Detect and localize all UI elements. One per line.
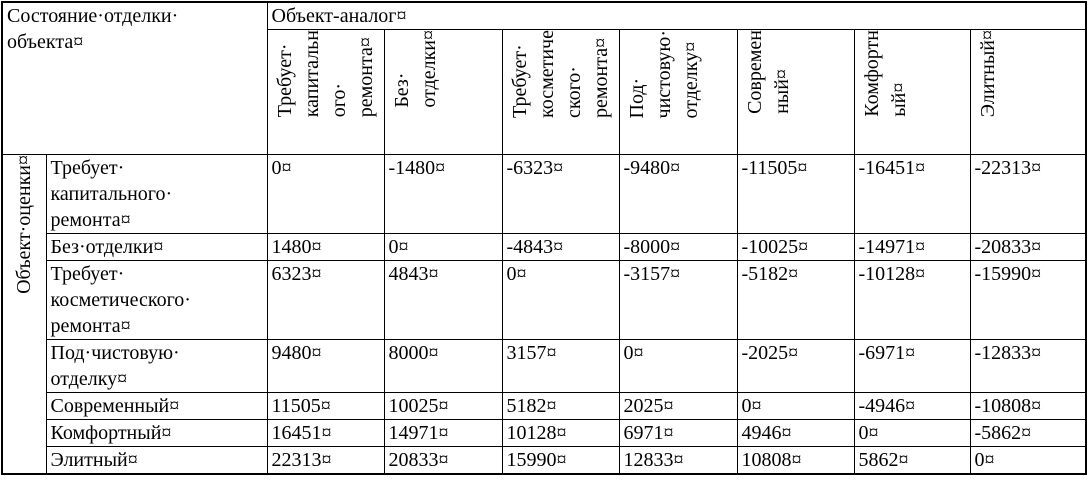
data-cell: -14971¤ [853,233,971,261]
table-row: Элитный¤ 22313¤ 20833¤ 15990¤ 12833¤ 108… [2,446,1087,475]
table-row: Объект·оценки¤ Требует· капитального· ре… [1,154,1087,475]
group-header-label: Объект-аналог¤ [271,5,407,27]
col-header-cell: Требует· косметиче ского· ремонта¤ [501,29,620,155]
data-cell: 4946¤ [736,419,855,447]
data-cell: -6323¤ [501,154,620,234]
data-cell: 5862¤ [853,446,971,475]
data-cell: -10128¤ [853,260,971,340]
data-cell: 14971¤ [383,419,503,447]
row-label: Требует· капитального· ремонта¤ [45,154,268,234]
data-cell: -4843¤ [501,233,620,261]
data-cell: -15990¤ [969,260,1087,340]
data-cell: 15990¤ [501,446,620,475]
table-row: Комфортный¤ 16451¤ 14971¤ 10128¤ 6971¤ 4… [2,419,1087,447]
row-label: Комфортный¤ [45,419,268,447]
data-cell: 20833¤ [383,446,503,475]
col-header-cell: Современ ный¤ [736,29,855,155]
data-cell: 10808¤ [736,446,855,475]
col-header-label: Комфортн ый¤ [860,30,910,117]
data-cell: 11505¤ [266,392,385,420]
data-cell: 3157¤ [501,339,620,393]
col-header-cell: Требует· капитальн ого· ремонта¤ [266,29,385,155]
data-cell: -1480¤ [383,154,503,234]
header-row-columns: Требует· капитальн ого· ремонта¤ Без· от… [2,29,1087,155]
data-cell: -5182¤ [736,260,855,340]
data-cell: 8000¤ [383,339,503,393]
row-label: Под·чистовую· отделку¤ [45,339,268,393]
data-cell: 0¤ [853,419,971,447]
data-cell: 0¤ [383,233,503,261]
data-cell: 0¤ [736,392,855,420]
data-cell: -22313¤ [969,154,1087,234]
table-row: Без·отделки¤ 1480¤ 0¤ -4843¤ -8000¤ -100… [2,233,1087,261]
data-cell: 6971¤ [618,419,738,447]
data-cell: 9480¤ [266,339,385,393]
data-cell: 6323¤ [266,260,385,340]
data-cell: -6971¤ [853,339,971,393]
col-header-label: Требует· косметиче ского· ремонта¤ [508,30,612,119]
data-cell: 2025¤ [618,392,738,420]
side-label: Объект·оценки¤ [12,155,35,294]
data-cell: 22313¤ [266,446,385,475]
data-cell: -10025¤ [736,233,855,261]
table-row: Современный¤ 11505¤ 10025¤ 5182¤ 2025¤ 0… [2,392,1087,420]
data-cell: 1480¤ [266,233,385,261]
data-cell: -4946¤ [853,392,971,420]
data-cell: -10808¤ [969,392,1087,420]
corner-cell: Состояние·отделки· объекта¤ [1,1,268,155]
data-cell: -2025¤ [736,339,855,393]
data-cell: -9480¤ [618,154,738,234]
row-label: Требует· косметического· ремонта¤ [45,260,268,340]
header-row-group: Состояние·отделки· объекта¤ Объект-анало… [1,1,1087,155]
data-cell: -16451¤ [853,154,971,234]
data-cell: 16451¤ [266,419,385,447]
data-cell: -8000¤ [618,233,738,261]
data-cell: 0¤ [501,260,620,340]
data-cell: 5182¤ [501,392,620,420]
data-cell: 0¤ [969,446,1087,475]
data-cell: 10025¤ [383,392,503,420]
data-cell: 0¤ [618,339,738,393]
row-label: Элитный¤ [45,446,268,475]
side-label-cell: Объект·оценки¤ [1,154,47,475]
data-cell: -3157¤ [618,260,738,340]
table-row: Под·чистовую· отделку¤ 9480¤ 8000¤ 3157¤… [2,339,1087,393]
col-header-label: Требует· капитальн ого· ремонта¤ [273,30,377,118]
data-cell: 12833¤ [618,446,738,475]
col-header-cell: Без· отделки¤ [383,29,503,155]
data-cell: 4843¤ [383,260,503,340]
col-header-cell: Элитный¤ [969,29,1087,155]
data-cell: -12833¤ [969,339,1087,393]
data-cell: -20833¤ [969,233,1087,261]
col-header-cell: Под· чистовую· отделку¤ [618,29,738,155]
row-label: Без·отделки¤ [45,233,268,261]
data-cell: 10128¤ [501,419,620,447]
col-header-label: Без· отделки¤ [390,30,440,108]
col-header-cell: Комфортн ый¤ [853,29,971,155]
col-header-label: Под· чистовую· отделку¤ [625,30,702,119]
table-row: Требует· косметического· ремонта¤ 6323¤ … [2,260,1087,340]
data-cell: 0¤ [266,154,385,234]
row-label: Современный¤ [45,392,268,420]
data-cell: -11505¤ [736,154,855,234]
group-header-cell: Объект-аналог¤ [266,1,1087,30]
col-header-label: Элитный¤ [976,30,999,118]
col-header-label: Современ ный¤ [743,30,793,114]
data-cell: -5862¤ [969,419,1087,447]
corner-label: Состояние·отделки· объекта¤ [7,5,179,53]
